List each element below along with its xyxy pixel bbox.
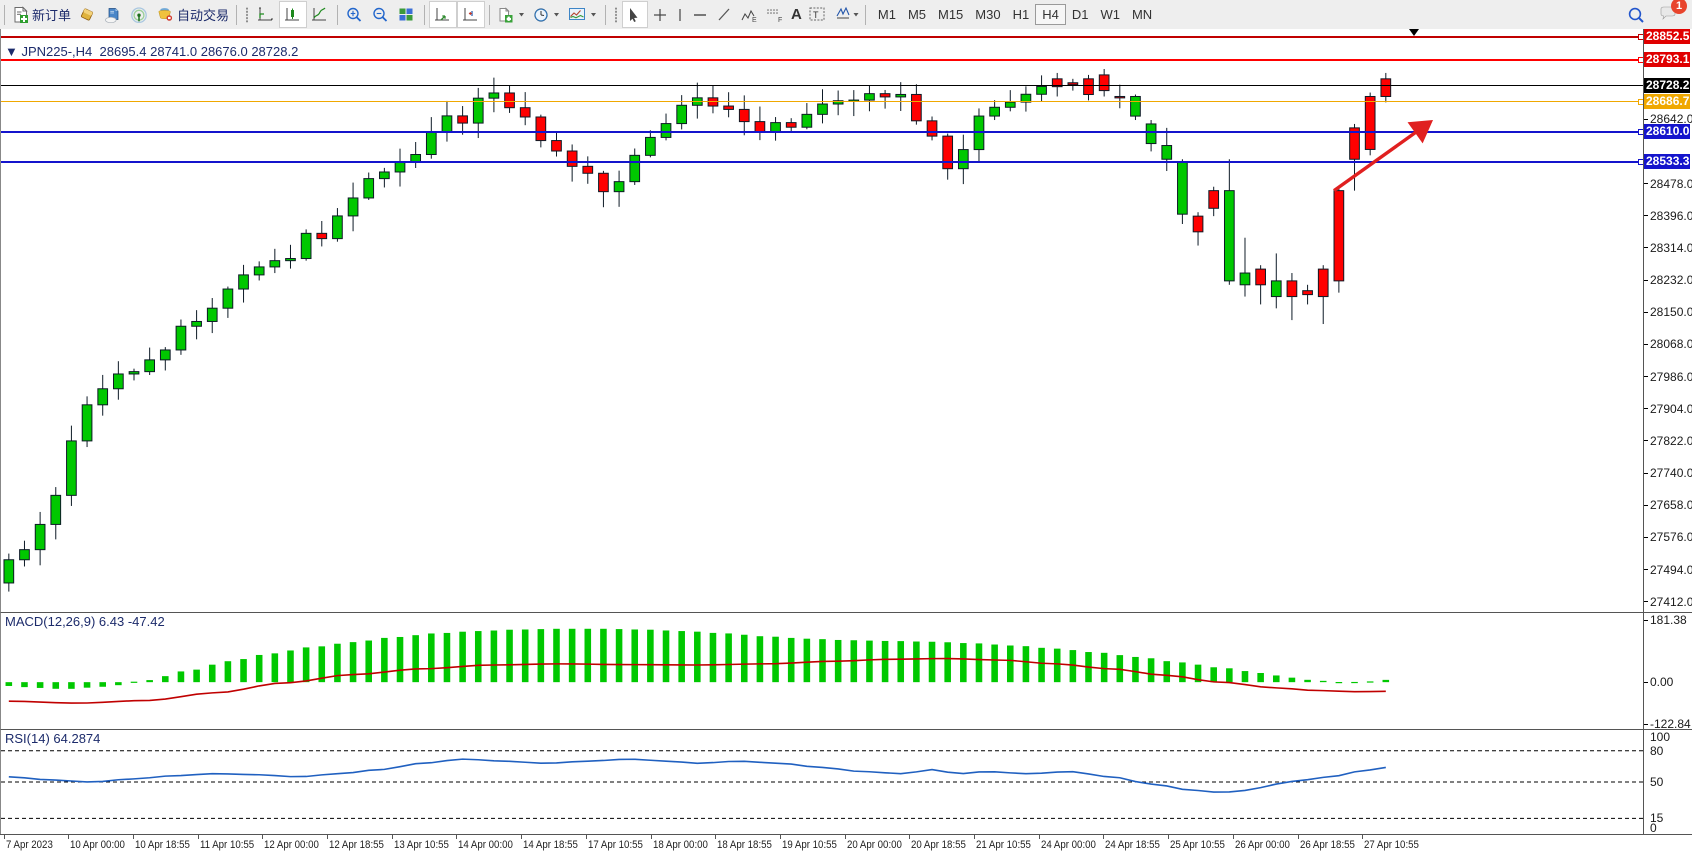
svg-text:E: E — [752, 17, 757, 24]
svg-text:F: F — [778, 17, 782, 24]
svg-text:T: T — [813, 10, 819, 20]
